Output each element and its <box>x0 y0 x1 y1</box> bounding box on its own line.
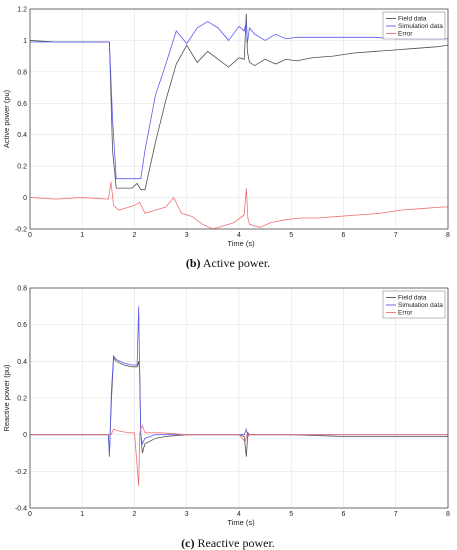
y-tick-label: 0.8 <box>17 286 27 293</box>
x-tick-label: 8 <box>446 511 450 518</box>
series-line-error <box>30 424 448 487</box>
caption-text: Active power. <box>201 256 271 270</box>
x-tick-label: 8 <box>446 232 450 239</box>
legend-label: Simulation data <box>398 302 443 309</box>
x-tick-label: 0 <box>28 232 32 239</box>
series-line-error <box>29 181 448 230</box>
x-tick-label: 3 <box>185 511 189 518</box>
y-tick-label: 0.2 <box>17 164 27 171</box>
x-axis-label: Time (s) <box>227 518 255 527</box>
y-tick-label: -0.2 <box>15 469 27 476</box>
x-tick-label: 5 <box>289 511 293 518</box>
y-axis-label: Active power (pu) <box>2 89 11 148</box>
legend-label: Field data <box>398 295 427 302</box>
y-tick-label: 0.8 <box>17 69 27 76</box>
x-tick-label: 3 <box>185 232 189 239</box>
y-tick-label: 1 <box>23 38 27 45</box>
y-tick-label: 0 <box>23 195 27 202</box>
x-tick-label: 7 <box>394 232 398 239</box>
y-tick-label: -0.4 <box>15 506 27 513</box>
legend-label: Field data <box>398 16 427 23</box>
y-tick-label: 0.4 <box>17 359 27 366</box>
x-tick-label: 4 <box>237 232 241 239</box>
legend-label: Error <box>398 310 413 317</box>
y-tick-label: 1.2 <box>17 7 27 14</box>
figure-caption: (c) Reactive power. <box>181 536 275 550</box>
x-tick-label: 4 <box>237 511 241 518</box>
x-tick-label: 1 <box>80 511 84 518</box>
x-tick-label: 6 <box>342 232 346 239</box>
x-tick-label: 1 <box>80 232 84 239</box>
x-tick-label: 7 <box>394 511 398 518</box>
x-tick-label: 2 <box>133 232 137 239</box>
axes-box <box>29 8 449 230</box>
x-axis-label: Time (s) <box>227 239 255 248</box>
legend-label: Simulation data <box>398 23 443 30</box>
y-axis-label: Reactive power (pu) <box>2 364 11 432</box>
x-tick-label: 0 <box>28 511 32 518</box>
chart-1: 0 1 2 3 4 5 6 7 8 -0.4 -0.2 0 0.2 0.4 0.6 0.8 Time (s) Re… <box>2 286 450 550</box>
figure-caption: (b) Active power. <box>186 256 270 270</box>
caption-label: (c) <box>181 536 194 550</box>
caption-text: Reactive power. <box>195 536 275 550</box>
series-line-simulation-data <box>30 21 448 180</box>
y-tick-label: -0.2 <box>15 227 27 234</box>
y-tick-label: 0.6 <box>17 101 27 108</box>
legend-label: Error <box>398 31 413 38</box>
y-tick-label: 0 <box>23 432 27 439</box>
caption-label: (b) <box>186 256 201 270</box>
x-tick-label: 5 <box>289 232 293 239</box>
y-tick-label: 0.4 <box>17 132 27 139</box>
series-line-field-data <box>29 13 449 191</box>
x-tick-label: 6 <box>342 511 346 518</box>
x-tick-label: 2 <box>133 511 137 518</box>
legend-box <box>382 11 446 40</box>
y-tick-label: 0.6 <box>17 322 27 329</box>
y-tick-label: 0.2 <box>17 396 27 403</box>
legend-box <box>382 290 446 319</box>
axes-box <box>29 287 449 509</box>
